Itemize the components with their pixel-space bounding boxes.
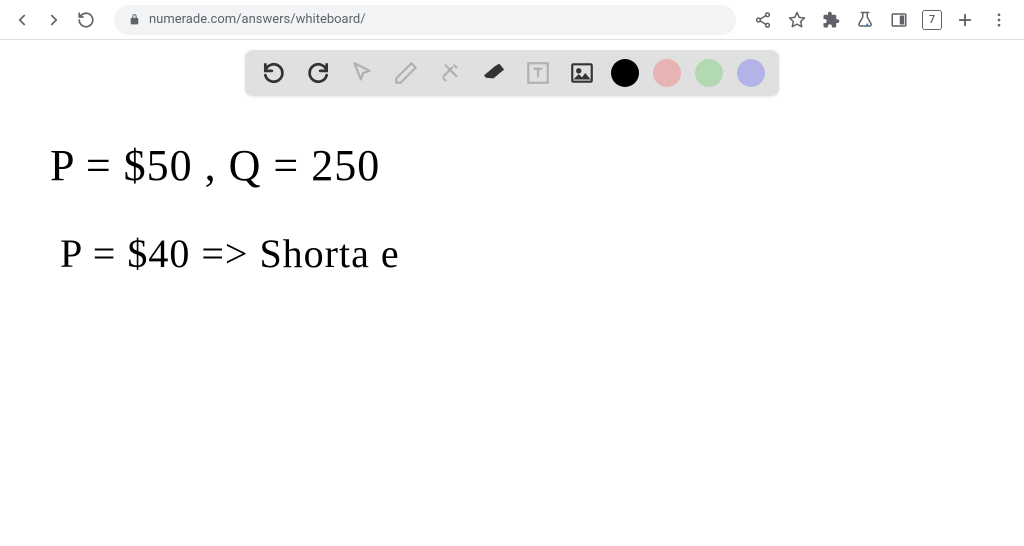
back-button[interactable] [10,8,34,32]
handwriting-line-1: P = $50 , Q = 250 [50,140,380,191]
eraser-tool[interactable] [479,58,509,88]
star-icon[interactable] [786,9,808,31]
undo-button[interactable] [259,58,289,88]
image-tool[interactable] [567,58,597,88]
pencil-tool[interactable] [391,58,421,88]
tab-count: 7 [929,13,935,26]
url-text: numerade.com/answers/whiteboard/ [149,12,722,27]
browser-bar: numerade.com/answers/whiteboard/ 7 [0,0,1024,40]
handwriting-line-2: P = $40 => Shorta e [60,230,400,277]
tools-icon[interactable] [435,58,465,88]
tab-count-badge[interactable]: 7 [922,10,942,30]
color-purple[interactable] [737,59,765,87]
whiteboard-toolbar [245,50,779,96]
extensions-icon[interactable] [820,9,842,31]
redo-button[interactable] [303,58,333,88]
share-icon[interactable] [752,9,774,31]
menu-icon[interactable] [988,9,1010,31]
whiteboard-area[interactable]: P = $50 , Q = 250 P = $40 => Shorta e [0,40,1024,546]
pointer-tool[interactable] [347,58,377,88]
lock-icon [128,13,141,26]
new-tab-icon[interactable] [954,9,976,31]
forward-button[interactable] [42,8,66,32]
panel-icon[interactable] [888,9,910,31]
text-tool[interactable] [523,58,553,88]
address-bar[interactable]: numerade.com/answers/whiteboard/ [114,5,736,35]
reload-button[interactable] [74,8,98,32]
color-black[interactable] [611,59,639,87]
color-pink[interactable] [653,59,681,87]
labs-icon[interactable] [854,9,876,31]
browser-actions: 7 [752,9,1014,31]
color-green[interactable] [695,59,723,87]
